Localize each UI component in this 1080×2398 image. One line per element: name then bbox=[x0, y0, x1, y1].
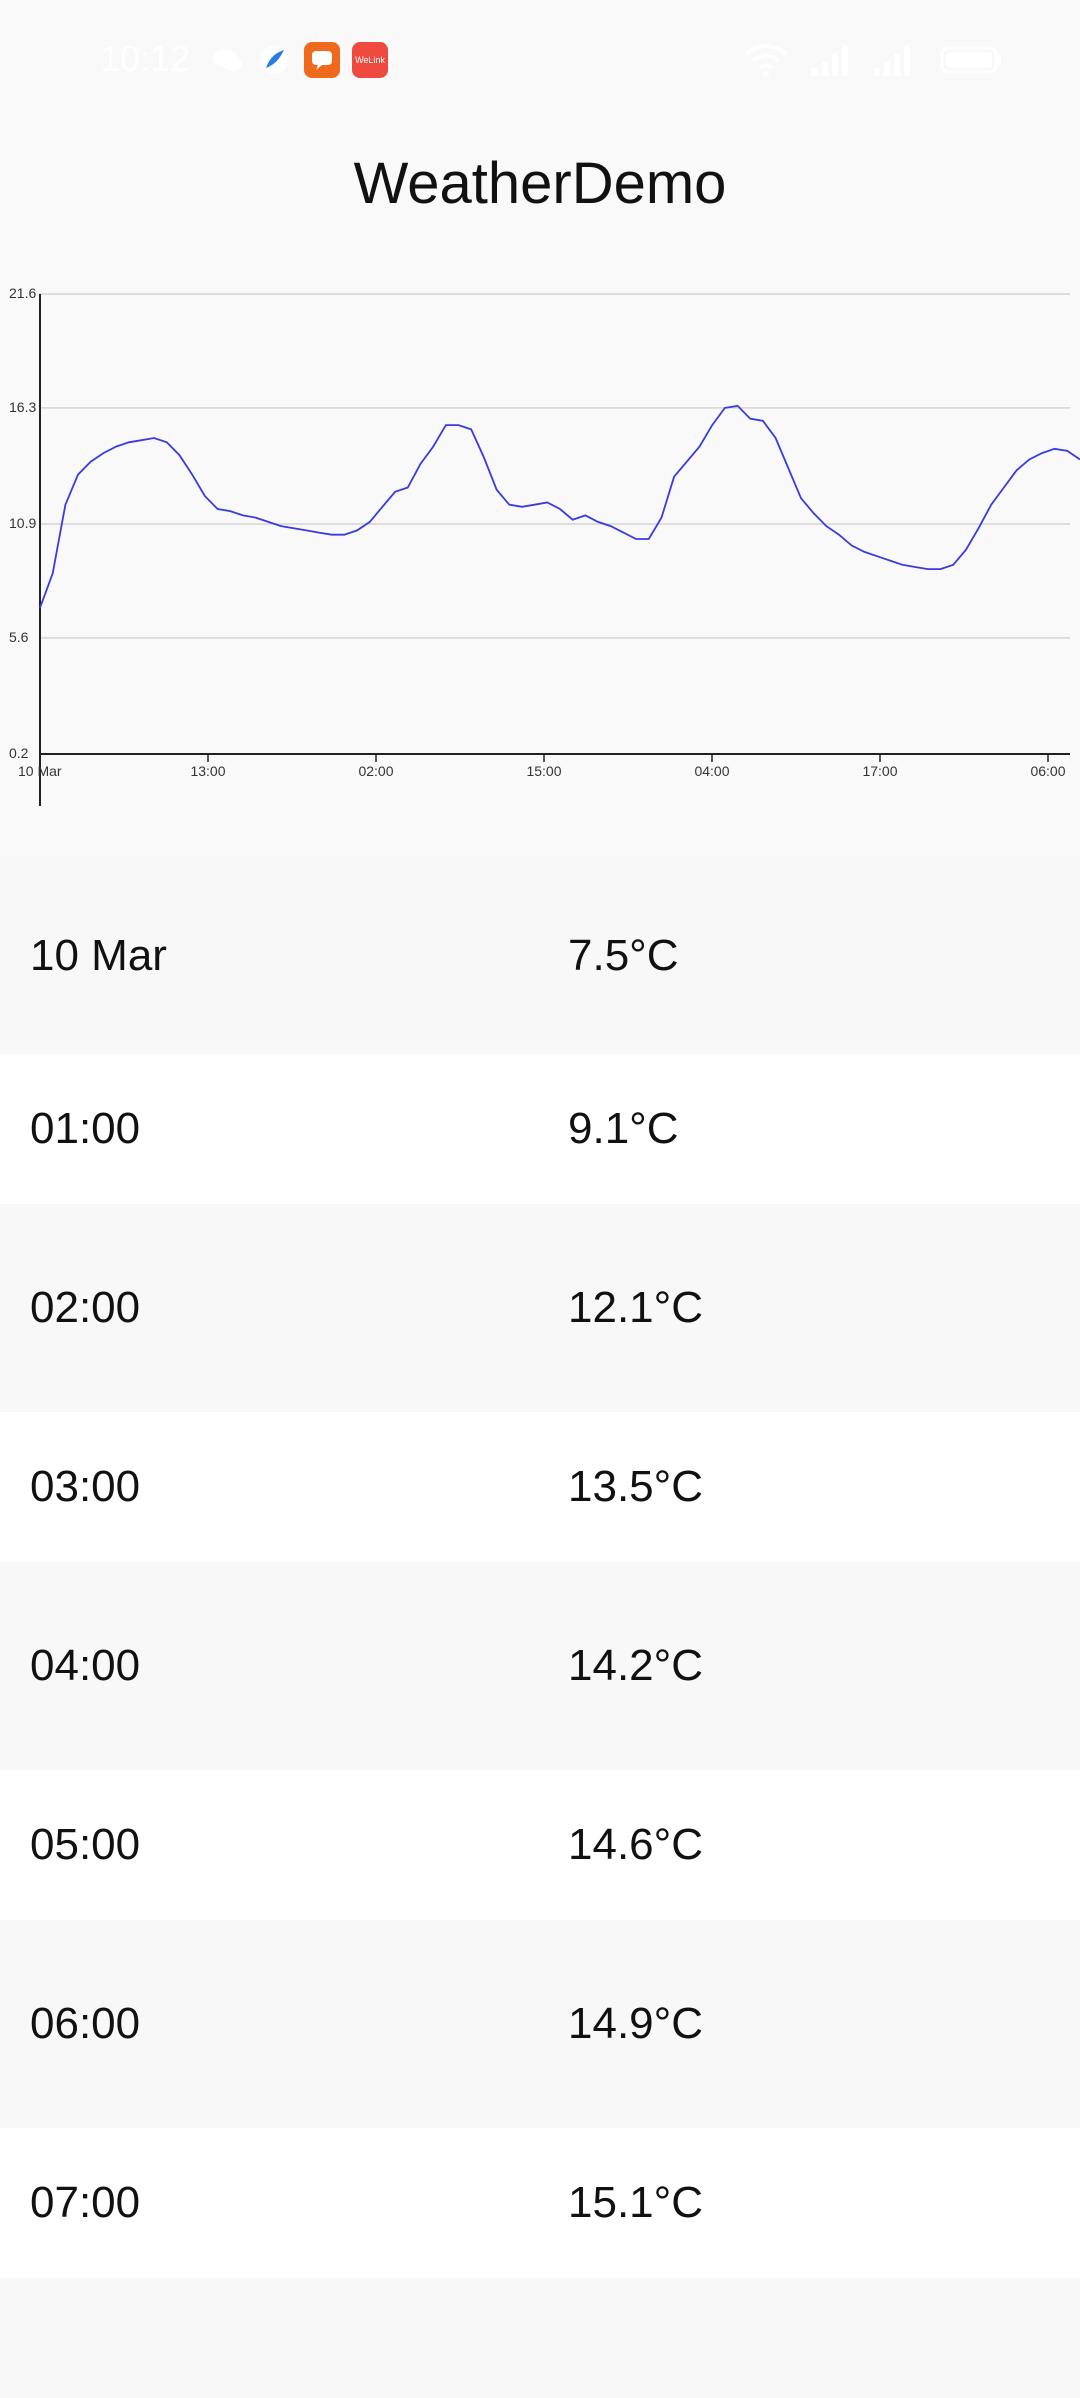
welink-app-icon: WeLink bbox=[352, 42, 388, 78]
list-item[interactable]: 02:00 12.1°C bbox=[0, 1204, 1080, 1412]
list-item-time: 02:00 bbox=[30, 1283, 141, 1332]
list-item[interactable]: 07:00 15.1°C bbox=[0, 2128, 1080, 2278]
status-time: 10:12 bbox=[100, 38, 191, 79]
x-tick-label: 04:00 bbox=[694, 763, 729, 779]
x-tick-label: 17:00 bbox=[862, 763, 897, 779]
list-item[interactable]: 10 Mar 7.5°C bbox=[0, 858, 1080, 1054]
list-item[interactable]: 03:00 13.5°C bbox=[0, 1412, 1080, 1562]
y-tick-label: 10.9 bbox=[9, 515, 36, 531]
y-tick-label: 21.6 bbox=[9, 285, 36, 301]
list-item-temperature: 13.5°C bbox=[568, 1462, 704, 1511]
list-item-time: 06:00 bbox=[30, 1999, 141, 2048]
list-item-temperature: 9.1°C bbox=[568, 1104, 679, 1153]
list-item-time: 07:00 bbox=[30, 2178, 141, 2227]
y-tick-label: 16.3 bbox=[9, 399, 36, 415]
x-tick-label: 10 Mar bbox=[18, 763, 62, 779]
feather-app-icon bbox=[256, 42, 292, 78]
list-item-time: 03:00 bbox=[30, 1462, 141, 1511]
x-tick-label: 06:00 bbox=[1030, 763, 1065, 779]
signal-icon bbox=[808, 42, 856, 78]
x-tick-label: 15:00 bbox=[526, 763, 561, 779]
list-item-temperature: 7.5°C bbox=[568, 931, 679, 980]
wechat-icon bbox=[210, 42, 246, 78]
battery-icon bbox=[940, 42, 1004, 78]
x-tick-label: 02:00 bbox=[358, 763, 393, 779]
signal-icon bbox=[870, 42, 918, 78]
list-item[interactable]: 05:00 14.6°C bbox=[0, 1770, 1080, 1920]
list-item[interactable]: 01:00 9.1°C bbox=[0, 1054, 1080, 1204]
list-item-temperature: 15.1°C bbox=[568, 2178, 704, 2227]
list-item[interactable]: 06:00 14.9°C bbox=[0, 1920, 1080, 2128]
list-item-time: 01:00 bbox=[30, 1104, 141, 1153]
list-item-temperature: 12.1°C bbox=[568, 1283, 704, 1332]
welink-label: WeLink bbox=[355, 55, 385, 65]
temperature-list[interactable]: 10 Mar 7.5°C 01:00 9.1°C 02:00 12.1°C 03:00 13.… bbox=[0, 858, 1080, 2398]
wifi-icon bbox=[742, 42, 790, 78]
temperature-series-line bbox=[39, 404, 1080, 609]
temperature-chart: 21.6 16.3 10.9 5.6 0.2 10 Mar 13:00 02:00 15:00 0… bbox=[0, 270, 1080, 810]
list-item-time: 05:00 bbox=[30, 1820, 141, 1869]
chat-app-icon bbox=[304, 42, 340, 78]
app-title: WeatherDemo bbox=[353, 151, 727, 216]
list-item-time: 04:00 bbox=[30, 1641, 141, 1690]
y-tick-label: 5.6 bbox=[9, 629, 29, 645]
list-item-time: 10 Mar bbox=[30, 931, 167, 980]
list-item-temperature: 14.6°C bbox=[568, 1820, 704, 1869]
list-item[interactable]: 04:00 14.2°C bbox=[0, 1562, 1080, 1770]
status-bar: 10:12 WeLink bbox=[0, 0, 1080, 120]
x-tick-label: 13:00 bbox=[190, 763, 225, 779]
temperature-chart-svg: 21.6 16.3 10.9 5.6 0.2 10 Mar 13:00 02:00 15:00 0… bbox=[9, 285, 1080, 806]
list-item-temperature: 14.9°C bbox=[568, 1999, 704, 2048]
list-item-temperature: 14.2°C bbox=[568, 1641, 704, 1690]
y-tick-label: 0.2 bbox=[9, 745, 29, 761]
list-item[interactable] bbox=[0, 2278, 1080, 2398]
